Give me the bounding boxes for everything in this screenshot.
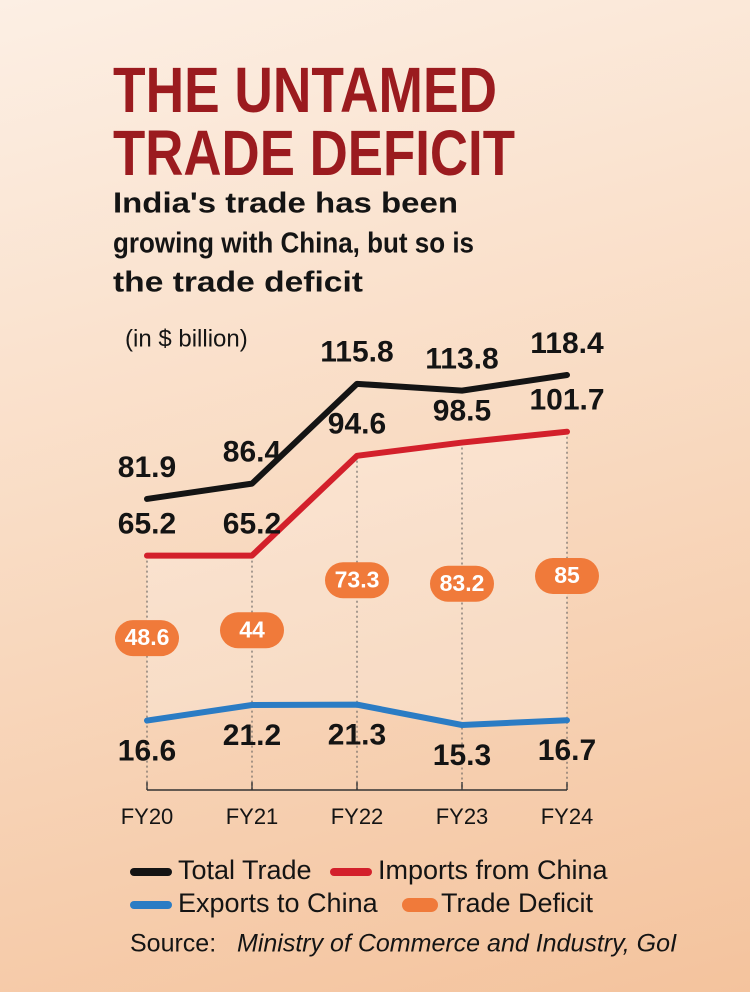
value-label: 81.9 [118, 451, 176, 484]
source-label: Source: [130, 930, 216, 958]
source: Ministry of Commerce and Industry, GoI [237, 930, 677, 958]
deficit-label: 83.2 [440, 570, 485, 596]
value-label: 15.3 [433, 739, 491, 772]
title-line: TRADE DEFICIT [113, 117, 515, 189]
deficit-label: 48.6 [125, 624, 170, 650]
value-label: 98.5 [433, 394, 491, 427]
x-tick-label: FY20 [121, 804, 174, 829]
value-label: 21.2 [223, 719, 281, 752]
legend-label: Trade Deficit [441, 888, 594, 918]
value-label: 115.8 [320, 336, 393, 369]
deficit-pill [115, 620, 179, 657]
x-tick-label: FY23 [436, 804, 489, 829]
value-label: 65.2 [118, 508, 176, 541]
deficit-pill [220, 612, 284, 649]
deficit-label: 85 [554, 562, 580, 588]
x-tick-label: FY22 [331, 804, 384, 829]
value-label: 101.7 [529, 384, 604, 417]
series-line [144, 428, 570, 559]
value-label: 118.4 [530, 327, 604, 360]
subtitle-line: growing with China, but so is [113, 228, 474, 260]
x-tick-label: FY21 [226, 804, 279, 829]
value-label: 113.8 [425, 343, 498, 376]
value-label: 16.6 [118, 735, 176, 768]
title-line: THE UNTAMED [113, 54, 497, 126]
subtitle-line: India's trade has been [113, 188, 458, 220]
value-label: 94.6 [328, 408, 386, 441]
legend-label: Total Trade [178, 855, 312, 885]
x-tick-label: FY24 [541, 804, 594, 829]
value-label: 16.7 [538, 734, 596, 767]
series-line [144, 372, 570, 502]
subtitle-line: the trade deficit [113, 267, 363, 299]
series-line [144, 701, 570, 728]
deficit-label: 73.3 [335, 566, 380, 592]
value-label: 86.4 [223, 436, 282, 469]
value-label: 21.3 [328, 719, 386, 752]
deficit-pill [430, 565, 494, 602]
deficit-label: 44 [239, 616, 265, 642]
legend-label: Exports to China [178, 888, 379, 918]
value-label: 65.2 [223, 508, 281, 541]
unit-label: (in $ billion) [125, 325, 248, 352]
legend-label: Imports from China [378, 855, 609, 885]
deficit-pill [535, 557, 599, 594]
deficit-pill [325, 562, 389, 599]
